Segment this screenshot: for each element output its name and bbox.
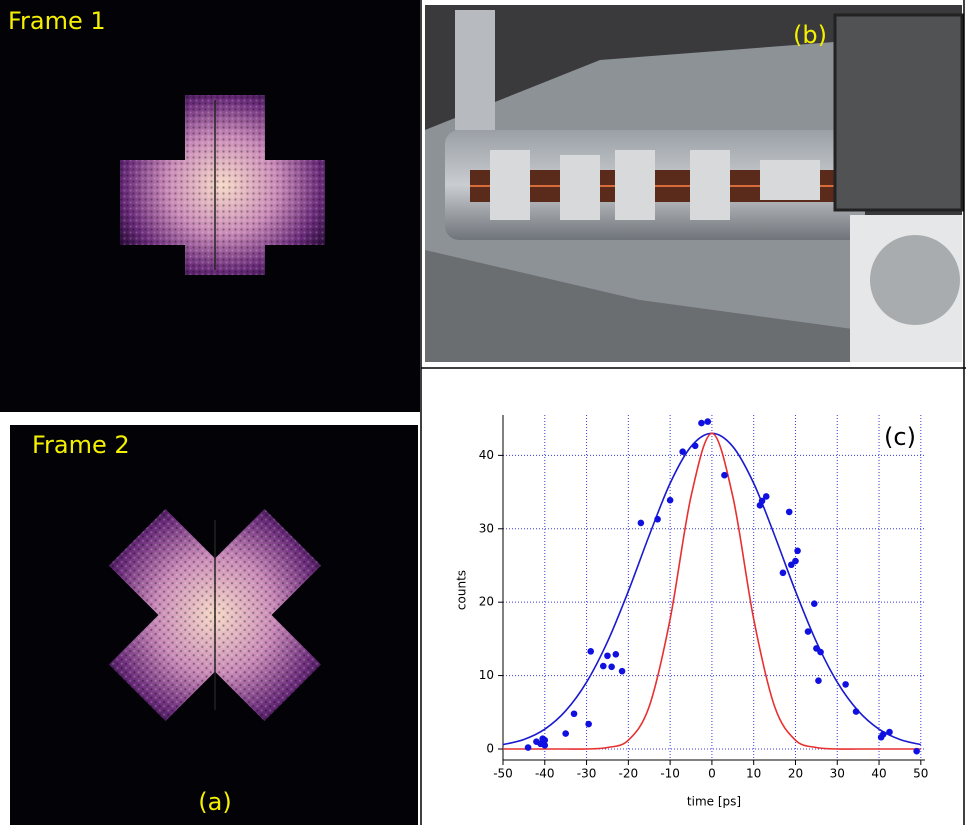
x-tick-label: 50 — [913, 767, 928, 781]
data-point — [562, 730, 569, 737]
x-tick-label: -30 — [577, 767, 597, 781]
chart: (c) time [ps] counts 0 10 20 30 40 -50 -40 -30 -… — [455, 415, 928, 809]
frame2-panel: Frame 2 (a) — [10, 425, 418, 825]
data-point — [721, 471, 728, 479]
frame2-label: Frame 2 — [32, 431, 130, 459]
frame1-panel: Frame 1 — [0, 0, 420, 412]
x-tick-label: -20 — [619, 767, 639, 781]
detector-lens — [870, 235, 960, 325]
data-point — [524, 744, 532, 751]
x-tick-label: 30 — [830, 767, 845, 781]
cross-texture — [120, 95, 325, 275]
x-tick-label: -40 — [535, 767, 555, 781]
data-point — [691, 442, 699, 450]
data-point — [637, 519, 645, 527]
x-tick-label: -50 — [493, 767, 513, 781]
data-point — [879, 731, 887, 738]
holders — [490, 150, 820, 220]
data-point — [794, 547, 801, 555]
borders — [420, 0, 966, 825]
data-point — [817, 648, 824, 656]
y-tick-label: 0 — [486, 741, 494, 755]
data-point — [541, 742, 549, 749]
x-tick-label: 40 — [871, 767, 886, 781]
electronics-frame — [833, 13, 964, 212]
data-point — [608, 663, 615, 671]
frame1-label: Frame 1 — [8, 7, 106, 35]
data-point — [852, 708, 860, 715]
y-tick-label: 10 — [479, 668, 494, 682]
data-point — [842, 681, 849, 688]
data-point — [792, 557, 799, 565]
data-point — [585, 720, 592, 728]
data-point — [618, 667, 626, 675]
panel-a-label: (a) — [198, 788, 231, 816]
y-axis-label: counts — [455, 570, 469, 610]
photo-panel: (b) — [425, 5, 964, 362]
holder — [690, 150, 730, 220]
data-point — [913, 747, 920, 755]
data-point — [758, 497, 766, 505]
y-tick-label: 30 — [479, 521, 494, 535]
data-point — [599, 662, 607, 670]
data-point — [570, 710, 578, 718]
data-point — [587, 648, 595, 655]
y-tick-label: 20 — [479, 595, 494, 609]
data-point — [810, 600, 818, 607]
data-point — [604, 652, 611, 660]
data-point — [804, 628, 812, 635]
fit-curve — [503, 432, 921, 750]
holder — [490, 150, 530, 220]
x-tick-label: 0 — [708, 767, 716, 781]
holder — [615, 150, 655, 220]
holder — [560, 155, 600, 220]
data-point — [698, 419, 705, 427]
x-axis-label: time [ps] — [687, 795, 741, 809]
data-point — [666, 496, 674, 504]
data-point — [785, 508, 793, 516]
y-tick-label: 40 — [479, 448, 494, 462]
data-point — [679, 448, 686, 456]
panel-b-label: (b) — [793, 21, 827, 49]
data-point — [612, 650, 620, 658]
chart-annotation: (c) — [884, 423, 916, 451]
data-point — [704, 418, 712, 425]
x-tick-label: 10 — [746, 767, 761, 781]
holder — [760, 160, 820, 200]
vacuum-port — [455, 10, 495, 130]
x-tick-label: 20 — [788, 767, 803, 781]
data-point — [815, 677, 822, 685]
data-point — [779, 569, 787, 577]
data-point — [541, 736, 549, 744]
x-tick-label: -10 — [660, 767, 680, 781]
data-point — [762, 493, 770, 500]
data-point — [654, 515, 661, 523]
data-point — [886, 728, 893, 736]
